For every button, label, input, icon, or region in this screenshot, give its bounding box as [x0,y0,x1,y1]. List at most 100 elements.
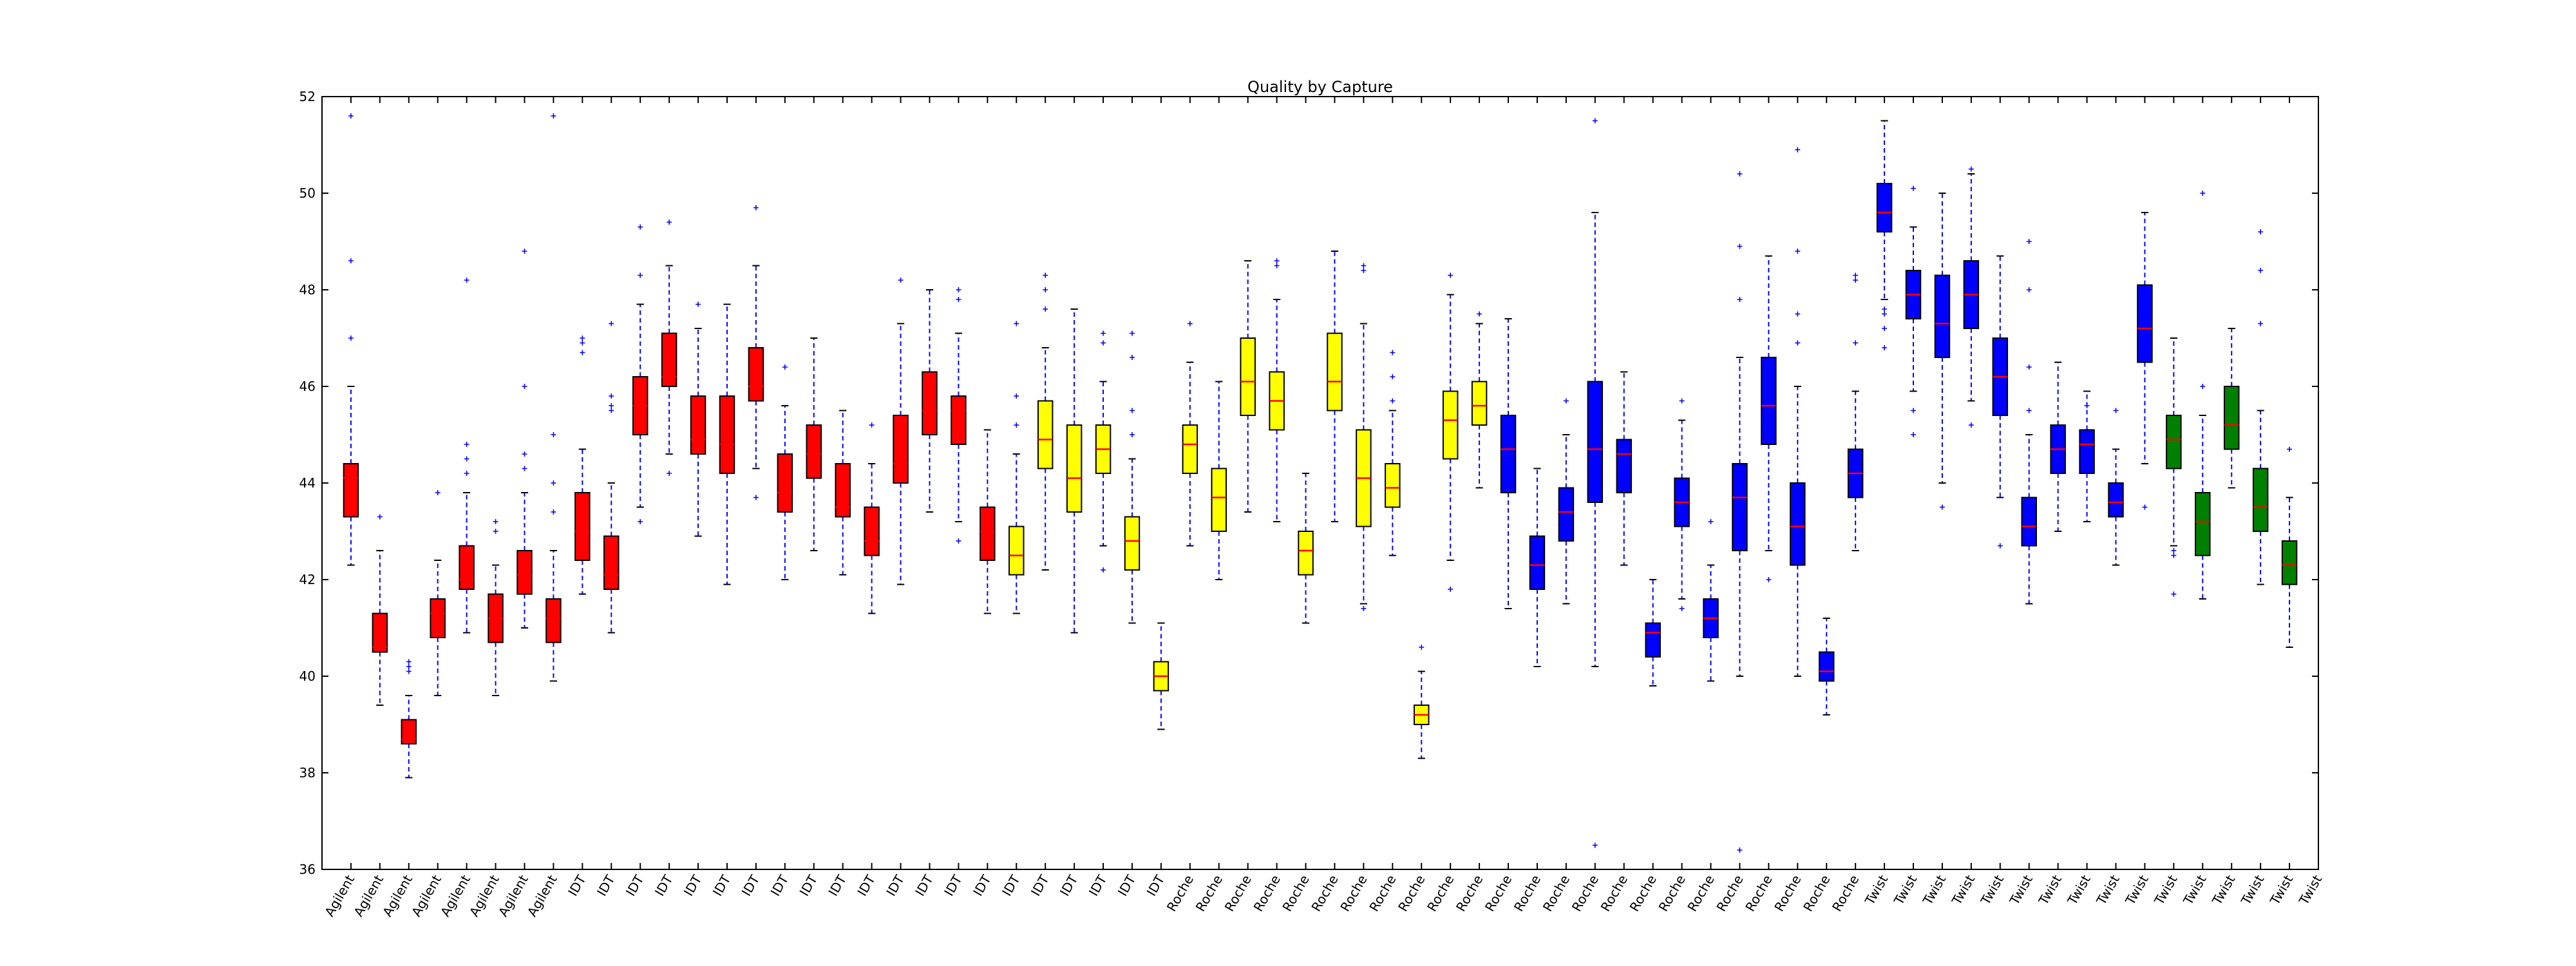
outlier-point [1708,519,1714,524]
x-tick-label: IDT [1086,872,1110,899]
outlier-point [1592,842,1598,848]
outlier-point [2287,446,2293,452]
box-group [1240,260,1256,513]
outlier-point [464,456,469,462]
box-group [1298,473,1314,624]
outlier-point [1795,340,1801,346]
outlier-point [1795,311,1801,317]
box-group [1153,622,1170,730]
box-group [2195,191,2211,600]
box-group [1934,193,1951,510]
box [1471,381,1488,426]
box-group [1009,321,1025,614]
outlier-point [406,668,412,674]
outlier-point [1390,398,1396,404]
x-tick-label: Roche [1308,873,1341,914]
x-tick-label: IDT [1115,872,1139,899]
outlier-point [1043,307,1048,312]
outlier-point [609,393,614,399]
outlier-point [1448,587,1454,592]
box [922,371,938,435]
box [1385,463,1401,508]
outlier-point [493,519,498,524]
outlier-point [464,471,469,476]
outlier-point [1766,577,1772,582]
box-group [343,113,359,566]
box [1819,651,1835,682]
outlier-point [667,220,672,225]
outlier-point [522,384,527,389]
outlier-point [869,422,875,428]
outlier-point [782,365,788,370]
x-tick-label: Twist [1891,872,1920,908]
outlier-point [2200,191,2206,196]
outlier-point [1101,330,1106,336]
x-tick-label: Twist [2093,872,2123,908]
outlier-point [1274,263,1280,269]
box-group [1182,321,1198,547]
axes-frame [321,96,2319,870]
box [1124,516,1141,571]
outlier-point [406,659,412,665]
outlier-point [1853,272,1859,278]
x-tick-label: IDT [797,872,821,899]
x-tick-label: IDT [652,872,676,899]
outlier-point [464,442,469,447]
outlier-point [1361,263,1367,269]
outlier-point [580,350,585,355]
outlier-point [1737,848,1743,853]
box-group [1095,330,1112,573]
y-tick-label: 46 [299,379,316,394]
x-tick-label: IDT [768,872,792,899]
outlier-point [1592,118,1598,124]
box-group [488,519,504,696]
box-group [1847,272,1864,551]
x-tick-label: IDT [623,872,647,899]
outlier-point [1274,258,1280,263]
x-tick-label: IDT [739,872,763,899]
box-group [1819,618,1835,715]
outlier-point [1997,543,2003,549]
outlier-point [898,278,904,283]
outlier-point [2026,408,2032,413]
outlier-point [522,466,527,471]
box [864,506,880,556]
box-group [632,224,649,524]
box [951,395,967,445]
outlier-point [2084,403,2090,408]
box [1298,531,1314,576]
outlier-point [609,321,614,327]
outlier-point [1795,249,1801,254]
box [1066,424,1083,513]
x-tick-label: Roche [1569,873,1602,914]
outlier-point [1679,398,1685,404]
outlier-point [2142,504,2148,510]
x-tick-label: Twist [2180,872,2210,908]
box [1790,482,1806,566]
box [2108,482,2124,518]
outlier-point [1014,422,1019,428]
outlier-point [1853,340,1859,346]
outlier-point [2200,384,2206,389]
outlier-point [1129,330,1135,336]
x-tick-label: Roche [1337,873,1370,914]
box-group [1066,308,1083,634]
x-tick-label: Roche [1193,873,1226,914]
box-group [661,220,677,476]
box-group [1674,398,1690,611]
x-tick-label: Twist [1862,872,1891,908]
outlier-point [522,249,527,254]
outlier-point [1129,355,1135,360]
outlier-point [1968,422,1974,428]
outlier-point [638,272,643,278]
outlier-point [1043,272,1048,278]
box-group [1500,318,1517,609]
x-tick-label: Twist [1948,872,1978,908]
y-tick-label: 50 [299,185,316,201]
outlier-point [609,403,614,408]
outlier-point [1448,272,1454,278]
box-group [1442,272,1459,592]
x-tick-label: Roche [1800,873,1833,914]
outlier-point [580,340,585,346]
box-group [545,113,562,682]
